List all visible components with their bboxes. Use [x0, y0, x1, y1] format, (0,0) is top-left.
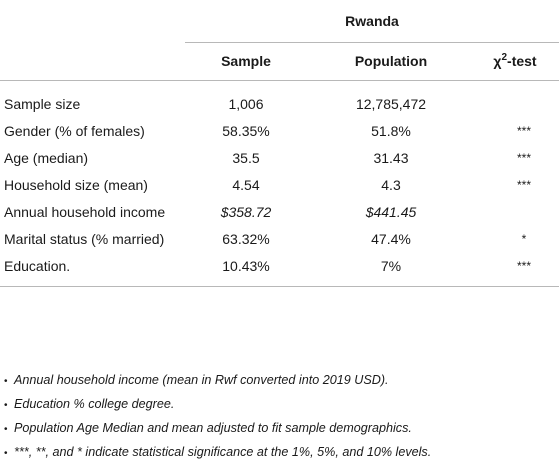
significance-value [475, 199, 559, 226]
sample-value: 58.35% [222, 122, 270, 139]
bullet-icon: • [4, 376, 8, 387]
footnote-item: • Annual household income (mean in Rwf c… [4, 369, 556, 393]
table-row: Age (median) 35.5 31.43 *** [0, 145, 559, 172]
significance-value: *** [517, 123, 532, 138]
population-value: 7% [380, 257, 402, 274]
sample-value: 10.43% [222, 257, 270, 274]
significance-value: *** [517, 177, 532, 192]
footnote-text: Education % college degree. [14, 397, 175, 411]
population-value: 31.43 [373, 149, 409, 166]
significance-value: * [521, 231, 527, 246]
table-row: Gender (% of females) 58.35% 51.8% *** [0, 118, 559, 145]
population-value: 12,785,472 [355, 95, 427, 112]
table-row: Marital status (% married) 63.32% 47.4% … [0, 226, 559, 253]
footnote-item: • Education % college degree. [4, 393, 556, 417]
row-label: Education. [4, 257, 71, 274]
bullet-icon: • [4, 448, 8, 459]
row-label: Household size (mean) [4, 176, 148, 193]
sample-value: 35.5 [232, 149, 260, 166]
table-row: Annual household income $358.72 $441.45 [0, 199, 559, 226]
population-value: 4.3 [381, 176, 401, 193]
significance-value [475, 80, 559, 118]
footnote-text: Population Age Median and mean adjusted … [14, 421, 412, 435]
country-header-row: Rwanda [0, 0, 559, 43]
column-header-row: Sample Population χ2-test [0, 42, 559, 80]
chi-square-test-column-header: χ2-test [475, 42, 559, 80]
population-value: 47.4% [371, 230, 411, 247]
bullet-icon: • [4, 424, 8, 435]
empty-corner-cell [0, 0, 185, 42]
country-header: Rwanda [185, 0, 559, 43]
table-row: Household size (mean) 4.54 4.3 *** [0, 172, 559, 199]
sample-value: 4.54 [232, 176, 260, 193]
row-label: Age (median) [4, 149, 89, 166]
chi-test-suffix: -test [507, 53, 537, 69]
footnote-item: • Population Age Median and mean adjuste… [4, 417, 556, 441]
footnote-text: Annual household income (mean in Rwf con… [14, 373, 389, 387]
table-row: Education. 10.43% 7% *** [0, 253, 559, 286]
footnote-text: ***, **, and * indicate statistical sign… [14, 445, 432, 459]
table-footnotes: • Annual household income (mean in Rwf c… [4, 369, 556, 465]
footnote-item: • ***, **, and * indicate statistical si… [4, 441, 556, 465]
population-value: 51.8% [371, 122, 411, 139]
bullet-icon: • [4, 400, 8, 411]
row-label: Annual household income [4, 203, 166, 220]
comparison-table-container: Rwanda Sample Population χ2-test Sample … [0, 0, 559, 286]
sample-column-header: Sample [221, 53, 271, 69]
row-label: Gender (% of females) [4, 122, 145, 139]
row-label: Sample size [4, 95, 81, 112]
sample-value: 63.32% [222, 230, 270, 247]
chi-superscript: 2 [501, 52, 508, 63]
sample-population-table: Rwanda Sample Population χ2-test Sample … [0, 0, 559, 286]
empty-label-header [0, 42, 185, 80]
chi-symbol: χ [493, 53, 502, 69]
significance-value: *** [517, 150, 532, 165]
population-column-header: Population [354, 53, 428, 69]
population-value: $441.45 [365, 203, 417, 220]
sample-value: $358.72 [220, 203, 272, 220]
table-row: Sample size 1,006 12,785,472 [0, 80, 559, 118]
row-label: Marital status (% married) [4, 230, 165, 247]
significance-value: *** [517, 258, 532, 273]
sample-value: 1,006 [228, 95, 264, 112]
